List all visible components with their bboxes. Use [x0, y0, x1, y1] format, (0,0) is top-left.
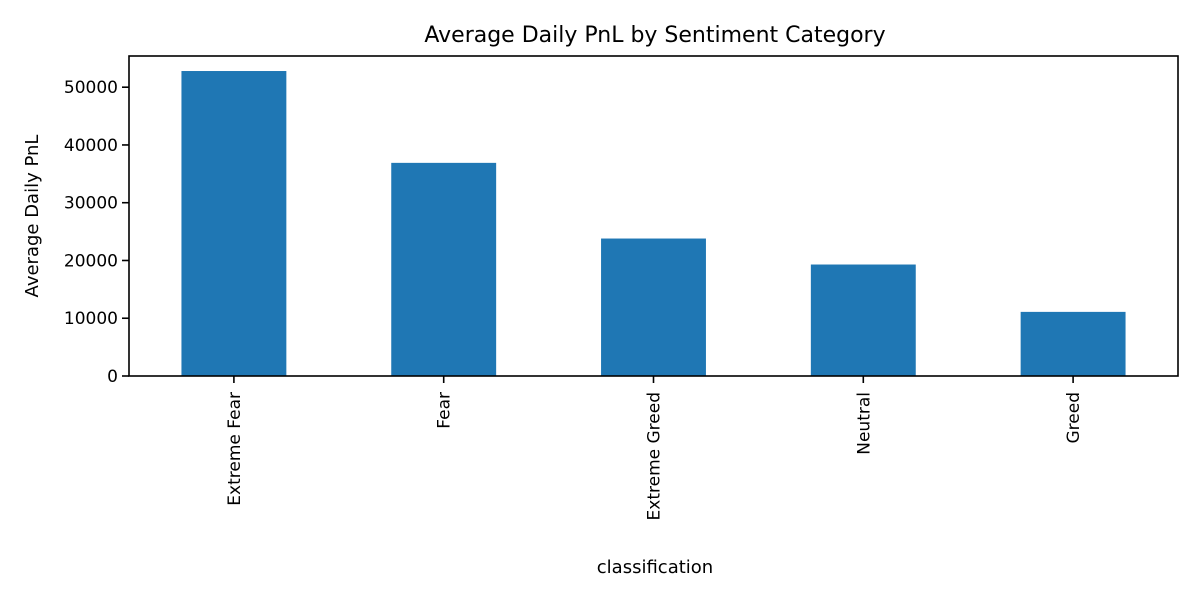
bar-neutral [810, 264, 916, 376]
x-tick-label: Extreme Fear [225, 392, 245, 506]
x-tick-label: Greed [1064, 392, 1084, 444]
bar-greed [1020, 311, 1126, 376]
chart-title: Average Daily PnL by Sentiment Category [424, 23, 885, 48]
bar-fear [391, 162, 497, 376]
y-tick-label: 0 [107, 367, 118, 387]
y-tick-label: 10000 [64, 309, 118, 329]
y-tick-label: 40000 [64, 136, 118, 156]
bar-extreme-fear [181, 71, 287, 377]
y-tick-label: 50000 [64, 78, 118, 98]
y-axis-ticks: 0 10000 20000 30000 40000 50000 [64, 78, 129, 387]
x-tick-label: Extreme Greed [645, 392, 665, 520]
bars-layer [181, 71, 1126, 377]
y-axis-label: Average Daily PnL [22, 135, 43, 298]
x-axis-ticks: Extreme Fear Fear Extreme Greed Neutral Gree… [225, 376, 1084, 520]
bar-extreme-greed [601, 238, 706, 376]
y-tick-label: 20000 [64, 251, 118, 271]
plot-frame [128, 55, 1179, 377]
x-tick-label: Neutral [854, 392, 874, 455]
x-axis-label: classification [597, 557, 713, 578]
y-tick-label: 30000 [64, 194, 118, 214]
x-tick-label: Fear [435, 392, 455, 429]
